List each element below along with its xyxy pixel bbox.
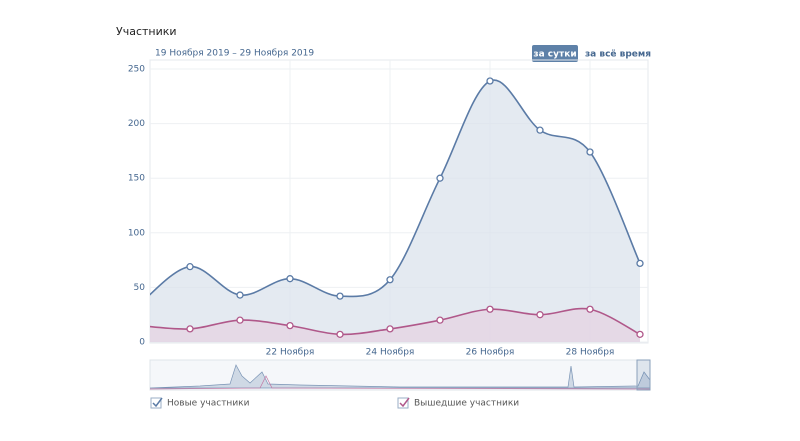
y-tick-label: 250 [128,65,145,75]
point [137,301,143,307]
page-title: Участники [116,25,177,38]
button-bg[interactable] [532,45,578,62]
y-tick-label: 50 [134,283,146,293]
navigator-line [149,364,651,389]
plot-frame [149,59,649,344]
point [636,330,644,339]
point [636,259,644,268]
area [150,80,640,342]
y-tick-label: 150 [128,174,145,184]
legend-label: Новые участники [167,399,250,409]
point [336,292,344,300]
point [336,330,344,339]
navigator [149,359,651,391]
x-tick-label: 28 Ноября [566,348,615,358]
point [586,305,594,313]
period: 19 Ноября 2019 – 29 Ноября 2019 [155,49,314,59]
navigator-line [149,375,651,390]
point [186,263,194,271]
point [236,316,244,324]
point [186,325,194,333]
series-group [137,77,644,342]
point [386,325,394,333]
line [150,79,641,298]
point [536,126,544,134]
point [586,148,594,156]
legend-check [152,397,163,408]
point [236,291,244,299]
point [486,77,494,85]
legend: Новые участники Вышедшие участники [150,397,519,409]
legend-checkbox[interactable] [397,397,409,409]
x-tick-label: 26 Ноября [466,348,515,358]
point [386,276,394,284]
point [486,305,494,313]
button[interactable]: за всё время [585,50,651,60]
point [286,321,294,330]
point [436,174,444,182]
point [286,275,294,283]
y-tick-label: 200 [128,119,145,129]
legend-label: Вышедшие участники [414,399,519,409]
legend-check [399,397,410,408]
button[interactable]: за сутки [533,50,576,60]
area [150,308,640,342]
x-tick-label: 22 Ноября [266,348,315,358]
y-tick-label: 100 [128,228,145,238]
y-tick-label: 0 [139,338,145,348]
legend-checkbox[interactable] [150,397,162,409]
point [137,323,143,329]
navigator-window[interactable] [636,359,651,391]
point [536,311,544,319]
point [436,316,444,324]
x-tick-label: 24 Ноября [366,348,415,358]
